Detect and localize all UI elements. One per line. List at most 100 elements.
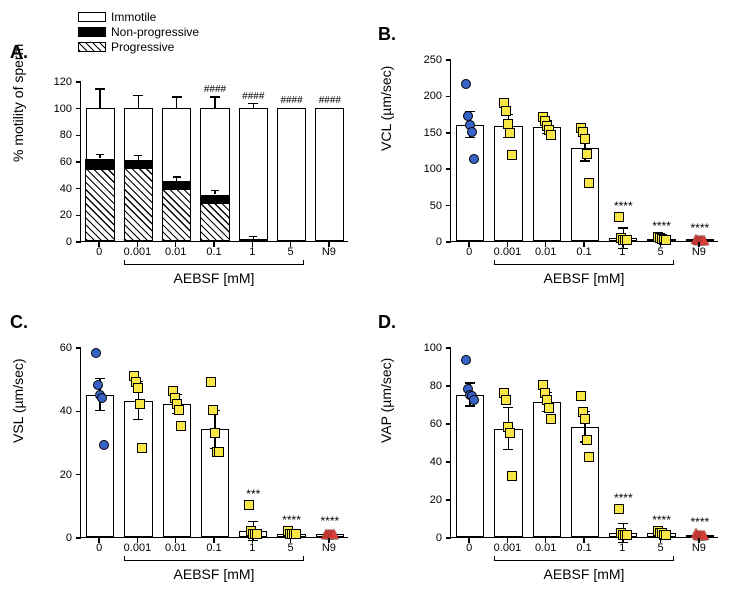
panel-c-chart: ***********: [80, 348, 348, 538]
y-tick-label: 0: [378, 532, 442, 544]
y-tick-label: 250: [378, 54, 442, 66]
panel-c-label: C.: [10, 312, 28, 333]
data-point: [461, 355, 471, 365]
x-tick-label: N9: [322, 542, 336, 554]
data-point: [584, 452, 594, 462]
x-tick-label: N9: [692, 542, 706, 554]
y-tick-label: 20: [378, 494, 442, 506]
stacked-bar: [200, 108, 229, 241]
significance-annotation: ****: [691, 221, 710, 235]
significance-annotation: ****: [652, 219, 671, 233]
data-point: [133, 383, 143, 393]
stacked-bar: [86, 108, 115, 241]
stacked-bar: [239, 108, 268, 241]
y-tick-label: 60: [10, 342, 72, 354]
x-tick-label: 0.1: [576, 246, 591, 258]
significance-annotation: ****: [652, 513, 671, 527]
x-tick-label: 0: [466, 542, 472, 554]
data-point: [91, 348, 101, 358]
bar: [456, 125, 484, 241]
panel-a: A. ################ % motility of sperm …: [10, 12, 370, 302]
panel-d-xlabel: AEBSF [mM]: [534, 566, 634, 582]
data-point: [614, 212, 624, 222]
panel-b-chart: ************: [450, 60, 718, 242]
data-point: [244, 500, 254, 510]
x-tick-label: 0.001: [494, 246, 522, 258]
bar-segment-progressive: [85, 169, 114, 241]
x-tick-label: 0: [466, 246, 472, 258]
data-point: [507, 150, 517, 160]
panel-b: B. ************ VCL (µm/sec) AEBSF [mM] …: [378, 12, 738, 302]
data-point: [97, 393, 107, 403]
y-tick-label: 0: [10, 236, 72, 248]
x-tick-label: 0.01: [165, 542, 186, 554]
data-point: [135, 399, 145, 409]
bar: [571, 148, 599, 241]
x-tick-label: 1: [249, 246, 255, 258]
y-tick-label: 40: [10, 183, 72, 195]
bar: [533, 127, 561, 241]
data-point: [505, 128, 515, 138]
x-tick-label: 0: [96, 246, 102, 258]
y-tick-label: 200: [378, 90, 442, 102]
data-point: [174, 405, 184, 415]
panel-d: D. ************ VAP (µm/sec) AEBSF [mM] …: [378, 310, 738, 600]
bar: [456, 395, 484, 538]
data-point: [505, 428, 515, 438]
y-tick-label: 0: [378, 236, 442, 248]
data-point: [576, 391, 586, 401]
x-tick-label: 0: [96, 542, 102, 554]
panel-d-label: D.: [378, 312, 396, 333]
x-tick-label: 1: [619, 246, 625, 258]
y-tick-label: 20: [10, 209, 72, 221]
panel-b-xlabel: AEBSF [mM]: [534, 270, 634, 286]
panel-a-chart: ################: [80, 82, 348, 242]
bar-segment-progressive: [200, 203, 229, 242]
stacked-bar: [162, 108, 191, 241]
y-tick-label: 0: [10, 532, 72, 544]
data-point: [176, 421, 186, 431]
significance-annotation: ####: [242, 91, 264, 102]
x-tick-label: 0.001: [124, 246, 152, 258]
x-tick-label: 0.001: [494, 542, 522, 554]
y-tick-label: 100: [378, 163, 442, 175]
data-point: [461, 79, 471, 89]
data-point: [584, 178, 594, 188]
x-tick-label: 5: [288, 246, 294, 258]
x-tick-label: 5: [658, 246, 664, 258]
y-tick-label: 120: [10, 76, 72, 88]
y-tick-label: 100: [10, 103, 72, 115]
x-tick-label: 5: [658, 542, 664, 554]
data-point: [93, 380, 103, 390]
data-point: [208, 405, 218, 415]
y-tick-label: 20: [10, 469, 72, 481]
figure: Immotile Non-progressive Progressive A. …: [0, 0, 750, 609]
significance-annotation: ****: [321, 514, 340, 528]
x-tick-label: 0.1: [206, 542, 221, 554]
x-tick-label: 0.01: [535, 542, 556, 554]
stacked-bar: [124, 108, 153, 241]
data-point: [580, 134, 590, 144]
data-point: [546, 130, 556, 140]
y-tick-label: 150: [378, 127, 442, 139]
y-tick-label: 60: [10, 156, 72, 168]
data-point: [544, 403, 554, 413]
data-point: [507, 471, 517, 481]
data-point: [137, 443, 147, 453]
y-tick-label: 40: [10, 405, 72, 417]
data-point: [582, 149, 592, 159]
stacked-bar: [315, 108, 344, 241]
y-tick-label: 80: [378, 380, 442, 392]
data-point: [582, 435, 592, 445]
data-point: [501, 395, 511, 405]
significance-annotation: ***: [246, 487, 260, 501]
bar: [494, 126, 522, 241]
data-point: [467, 127, 477, 137]
x-tick-label: 5: [288, 542, 294, 554]
significance-annotation: ####: [280, 95, 302, 106]
panel-c-xlabel: AEBSF [mM]: [164, 566, 264, 582]
panel-c: C. *********** VSL (µm/sec) AEBSF [mM] 0…: [10, 310, 370, 600]
panel-b-label: B.: [378, 24, 396, 45]
stacked-bar: [277, 108, 306, 241]
significance-annotation: ****: [282, 513, 301, 527]
